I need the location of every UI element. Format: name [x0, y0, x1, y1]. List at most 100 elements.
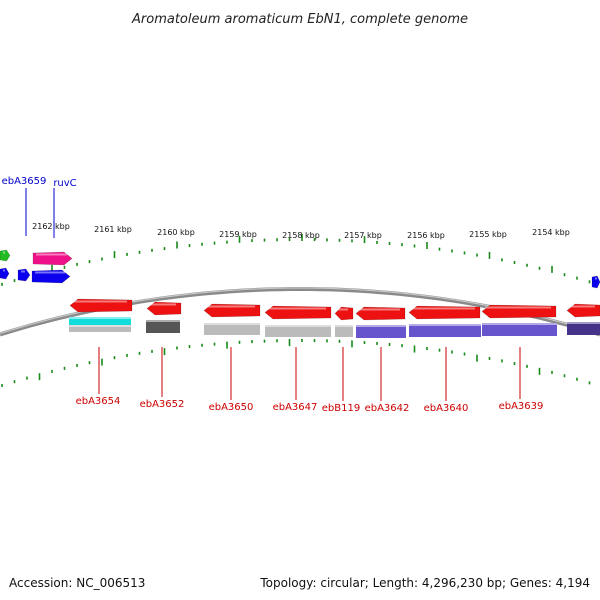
gene-arrow-reverse — [69, 298, 133, 313]
tick-mark — [63, 265, 66, 269]
tick-mark — [376, 341, 378, 345]
scale-ticks — [1, 234, 591, 387]
tick-mark — [363, 236, 366, 244]
tick-mark — [76, 363, 78, 367]
tick-mark — [563, 273, 566, 277]
tick-mark — [351, 340, 353, 348]
tick-mark — [163, 348, 166, 356]
scale-label: 2161 kbp — [94, 225, 132, 234]
tick-mark — [226, 240, 228, 244]
gene-arrow-reverse-shine — [359, 308, 400, 311]
gene-arrow-reverse-shine — [338, 308, 348, 311]
gene-label-reverse: ebA3652 — [140, 399, 185, 410]
tick-mark — [288, 339, 291, 347]
map-title: Aromatoleum aromaticum EbN1, complete ge… — [131, 12, 468, 27]
gene-arrow-reverse — [146, 301, 182, 316]
tick-mark — [13, 380, 16, 384]
tick-mark — [513, 362, 516, 366]
scale-label: 2154 kbp — [532, 228, 570, 237]
gene-label-reverse: ebA3647 — [273, 402, 318, 413]
feature-bar-navy — [567, 322, 600, 335]
tick-mark — [251, 340, 253, 344]
gene-arrow-ebA3659 — [31, 269, 71, 284]
tick-mark — [88, 260, 91, 264]
feature-bar-navy-shine — [567, 322, 600, 324]
tick-mark — [126, 353, 128, 357]
tick-mark — [26, 376, 28, 380]
feature-bar-purple-shine — [356, 325, 406, 327]
tick-mark — [576, 276, 578, 280]
tick-mark — [551, 370, 553, 374]
tick-mark — [488, 356, 491, 360]
tick-mark — [401, 243, 403, 247]
tick-mark — [113, 356, 116, 360]
tick-mark — [188, 244, 191, 248]
gene-label-reverse: ebB119 — [322, 403, 360, 414]
tick-mark — [101, 358, 103, 366]
tick-mark — [488, 251, 491, 259]
tick-mark — [313, 238, 316, 242]
feature-bar-purple — [409, 324, 481, 337]
gene-arrow-reverse-shine — [207, 305, 255, 308]
scale-label: 2157 kbp — [344, 231, 382, 240]
gene-arrow-reverse — [203, 303, 261, 318]
tick-mark — [38, 373, 41, 381]
tick-mark — [338, 339, 341, 343]
tick-mark — [463, 352, 466, 356]
gene-label-forward: ebA3659 — [2, 176, 47, 187]
gene-arrow-blue-shine — [3, 269, 5, 272]
tick-mark — [401, 344, 403, 348]
tick-mark — [51, 264, 53, 272]
gene-arrow-ebA3659-shine — [35, 271, 65, 274]
tick-mark — [113, 251, 116, 259]
feature-bar-gray-shine — [69, 325, 131, 327]
tick-mark — [413, 244, 416, 248]
tick-mark — [263, 238, 266, 242]
tick-mark — [213, 342, 216, 346]
tick-mark — [263, 339, 266, 343]
tick-mark — [376, 240, 378, 244]
gene-label-reverse: ebA3639 — [499, 401, 544, 412]
tick-mark — [576, 377, 578, 381]
tick-mark — [501, 258, 503, 262]
tick-mark — [426, 347, 428, 351]
feature-bar-gray — [204, 323, 260, 335]
tick-mark — [513, 260, 516, 264]
gene-arrow-ruvC-shine — [36, 253, 67, 256]
tick-mark — [251, 239, 253, 243]
tick-mark — [13, 279, 16, 283]
tick-mark — [151, 248, 153, 252]
feature-bar-gray — [69, 325, 131, 332]
scale-label: 2155 kbp — [469, 230, 507, 239]
gene-arrow-blue — [17, 268, 31, 282]
scale-label: 2158 kbp — [282, 231, 320, 240]
tick-mark — [563, 374, 566, 378]
tick-mark — [151, 349, 153, 353]
tick-mark — [88, 361, 91, 365]
tick-mark — [438, 348, 441, 352]
gene-arrow-green-shine — [3, 251, 5, 254]
feature-bar-purple — [482, 323, 557, 336]
tick-mark — [138, 250, 141, 254]
gene-arrow-reverse-shine — [268, 307, 326, 310]
tick-mark — [301, 234, 303, 242]
gene-arrow-reverse — [481, 304, 557, 319]
tick-mark — [326, 339, 328, 343]
tick-mark — [588, 381, 591, 385]
tick-mark — [51, 369, 53, 373]
feature-bar-gray-shine — [335, 325, 353, 327]
feature-bar-dark — [146, 320, 180, 333]
tick-mark — [538, 266, 541, 270]
tick-mark — [201, 242, 203, 246]
gene-arrow-reverse-shine — [485, 306, 551, 309]
feature-bar-gray — [335, 325, 353, 337]
gene-arrow-reverse — [408, 305, 481, 320]
gene-arrow-blue — [591, 275, 600, 289]
tick-mark — [101, 257, 103, 261]
tick-mark — [413, 345, 416, 353]
gene-arrow-ruvC — [32, 251, 73, 266]
gene-arrow-reverse-shine — [150, 303, 176, 306]
tick-mark — [1, 383, 3, 387]
gene-arrow-reverse-shine — [73, 300, 127, 303]
